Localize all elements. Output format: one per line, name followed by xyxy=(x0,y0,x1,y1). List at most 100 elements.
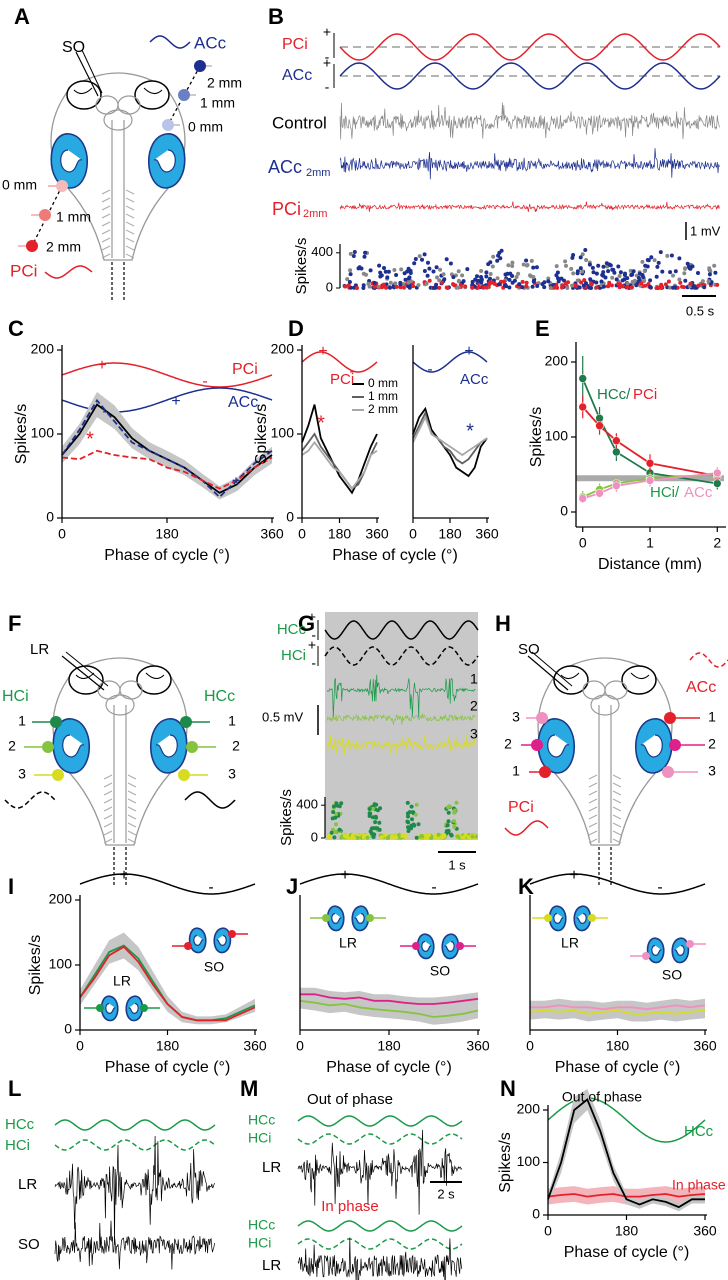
annotation: ACc xyxy=(460,371,489,388)
raster-dot xyxy=(696,283,701,288)
raster-dot xyxy=(409,826,414,831)
reference-sine xyxy=(79,873,256,895)
raster-dot xyxy=(405,819,410,824)
raster-dot xyxy=(668,285,673,290)
annotation: * xyxy=(232,474,240,496)
raster-dot xyxy=(384,285,388,290)
raster-dot xyxy=(591,270,596,275)
panel-letter: C xyxy=(8,316,24,341)
annotation: + xyxy=(464,343,473,360)
raster-dot xyxy=(609,283,614,288)
label: 2 mm xyxy=(46,239,81,255)
raster-dot xyxy=(367,814,372,818)
series-line xyxy=(301,404,378,495)
panel-letter: B xyxy=(268,4,284,29)
somite xyxy=(588,806,598,812)
raster-dot xyxy=(552,285,557,290)
raster-dot xyxy=(601,270,606,275)
raster-dot xyxy=(394,273,399,277)
label: 2mm xyxy=(306,167,330,179)
raster-dot xyxy=(377,820,382,825)
label: PCi xyxy=(272,199,301,219)
somite xyxy=(612,790,622,796)
reference-sine xyxy=(4,791,56,809)
label: ACc xyxy=(282,67,312,84)
annotation: + xyxy=(340,867,349,884)
reference-sine xyxy=(689,652,728,668)
series-line xyxy=(300,993,479,1005)
x-tick-label: 0 xyxy=(526,1038,534,1054)
reference-sine xyxy=(299,873,479,895)
raster-dot xyxy=(406,829,411,833)
raster-dot xyxy=(596,263,601,268)
annotation: LR xyxy=(339,935,357,951)
raster-dot xyxy=(582,278,587,283)
raster-dot xyxy=(476,285,481,290)
annotation: In phase xyxy=(672,1177,726,1193)
somite xyxy=(101,229,111,235)
series-line xyxy=(61,449,273,490)
raster-dot xyxy=(371,806,375,811)
somite xyxy=(125,213,135,219)
somite xyxy=(125,237,135,243)
raster-dot xyxy=(355,286,359,290)
electrode xyxy=(52,769,64,781)
brain xyxy=(590,694,620,716)
reference-sine xyxy=(339,33,721,61)
raster-dot xyxy=(603,275,608,280)
y-tick-label: 400 xyxy=(311,244,333,259)
reference-sine xyxy=(54,1119,216,1131)
somite xyxy=(588,790,598,796)
raster-dot xyxy=(486,262,491,267)
raster-dot xyxy=(517,282,522,287)
somite xyxy=(588,774,598,780)
raster-dot xyxy=(352,250,357,254)
otic-lumen xyxy=(553,912,564,925)
label: - xyxy=(325,79,330,95)
label: 2 xyxy=(8,738,16,754)
raster-dot xyxy=(433,285,438,290)
x-tick-label: 180 xyxy=(377,1038,401,1054)
label: In phase xyxy=(321,1198,379,1215)
electrode xyxy=(588,914,596,922)
brain xyxy=(117,95,141,115)
label: + xyxy=(323,24,331,40)
eye-detail xyxy=(630,672,650,679)
somite xyxy=(103,814,113,820)
raster-dot xyxy=(447,804,452,809)
raster-dot xyxy=(448,261,453,266)
x-axis-label: Distance (mm) xyxy=(598,556,702,573)
raster-dot xyxy=(403,277,408,282)
recording-trace xyxy=(326,674,476,719)
label: 0.5 s xyxy=(686,303,715,318)
annotation: HCc/ xyxy=(597,386,631,403)
raster-dot xyxy=(634,283,639,288)
y-tick-label: 0 xyxy=(326,279,333,294)
annotation: + xyxy=(97,357,106,374)
otic-lumen xyxy=(421,940,432,953)
annotation: HCi/ xyxy=(650,484,680,501)
raster-dot xyxy=(411,284,416,289)
raster-dot xyxy=(606,284,611,289)
annotation: - xyxy=(431,879,436,896)
raster-dot xyxy=(542,285,547,290)
annotation: Out of phase xyxy=(562,1089,642,1105)
raster-dot xyxy=(441,272,446,277)
raster-dot xyxy=(470,834,475,839)
raster-dot xyxy=(488,272,493,276)
label: LR xyxy=(262,1159,281,1176)
reference-sine xyxy=(61,362,273,388)
raster-dot xyxy=(594,271,599,276)
raster-dot xyxy=(452,819,456,824)
raster-dot xyxy=(555,270,560,275)
raster-dot xyxy=(332,835,337,840)
raster-dot xyxy=(440,280,445,285)
raster-dot xyxy=(372,281,377,285)
x-tick-label: 0 xyxy=(296,1038,304,1054)
x-axis-label: Phase of cycle (°) xyxy=(555,1059,681,1076)
recording-trace xyxy=(339,201,720,213)
otic-lumen xyxy=(331,912,342,925)
raster-dot xyxy=(683,266,687,271)
pipette xyxy=(81,49,103,94)
raster-dot xyxy=(642,269,647,274)
